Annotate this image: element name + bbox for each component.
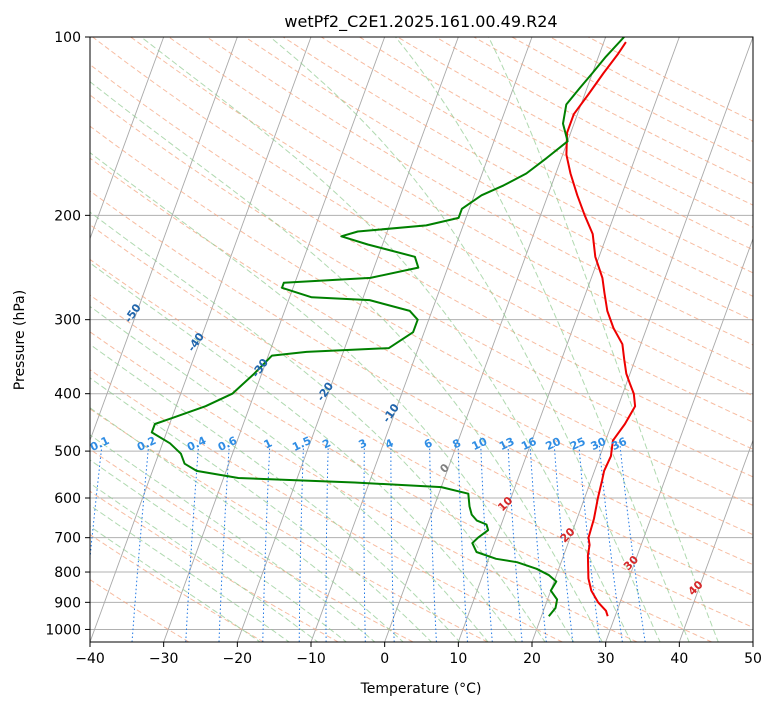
x-tick-label: 30 (597, 651, 615, 667)
x-tick-label: 20 (523, 651, 541, 667)
dry-adiabat (90, 224, 753, 597)
mixing-ratio-line (131, 445, 150, 642)
dry-adiabat (92, 37, 753, 423)
mixing-ratio-line (598, 445, 623, 642)
mixing-ratio-line (185, 445, 199, 642)
moist-adiabat (90, 152, 575, 642)
mixing-ratio-line (529, 445, 547, 642)
plot-frame (89, 36, 754, 643)
y-tick-label: 400 (54, 387, 81, 403)
mixing-ratio-line (90, 445, 103, 563)
dry-adiabat (90, 448, 414, 642)
dry-adiabat (90, 258, 753, 628)
mixing-ratio-label: 20 (544, 435, 564, 453)
moist-adiabat (90, 343, 461, 642)
dry-adiabat (90, 369, 563, 642)
moist-adiabat (394, 37, 690, 642)
mixing-ratio-line (578, 445, 601, 642)
mixing-ratio-label: 25 (568, 435, 587, 453)
mixing-ratio-line (363, 445, 366, 642)
isotherm (90, 37, 165, 240)
moist-adiabat (90, 407, 404, 642)
x-tick-label: 10 (449, 651, 467, 667)
dry-adiabat (90, 94, 753, 478)
isotherm (605, 237, 753, 642)
moist-adiabat (90, 482, 319, 642)
mixing-ratio-label: 36 (609, 435, 629, 453)
moist-adiabat (269, 37, 661, 642)
x-tick-label: 40 (670, 651, 688, 667)
y-tick-label: 300 (54, 313, 81, 329)
moist-adiabat (90, 504, 290, 642)
mixing-ratio-line (429, 445, 437, 642)
dry-adiabat (130, 37, 753, 397)
chart-title: wetPf2_C2E1.2025.161.00.49.R24 (284, 12, 557, 32)
mixing-ratio-label: 16 (519, 435, 539, 453)
y-tick-label: 900 (54, 595, 81, 611)
x-axis-title: Temperature (°C) (360, 681, 482, 697)
moist-adiabat (488, 37, 719, 642)
mixing-ratio-line (480, 445, 493, 642)
mixing-ratio-line (390, 445, 395, 642)
y-tick-label: 100 (54, 30, 81, 46)
y-tick-label: 200 (54, 208, 81, 224)
x-tick-label: −30 (149, 651, 179, 667)
mixing-ratio-line (553, 445, 574, 642)
dry-adiabat (90, 408, 488, 642)
y-tick-label: 1000 (45, 622, 81, 638)
x-tick-label: −10 (296, 651, 326, 667)
temperature-profile-line (565, 41, 637, 617)
isotherm (457, 37, 680, 642)
isotherm (236, 37, 459, 642)
x-tick-label: −40 (75, 651, 105, 667)
moist-adiabat (90, 459, 348, 642)
mixing-ratio-line (457, 445, 468, 642)
moist-adiabat (140, 37, 632, 642)
isotherm (384, 37, 607, 642)
y-tick-label: 800 (54, 565, 81, 581)
dry-adiabat (90, 125, 753, 506)
dry-adiabat (282, 37, 753, 297)
y-axis-title: Pressure (hPa) (12, 290, 28, 390)
mixing-ratio-line (262, 445, 271, 642)
isotherm (531, 37, 753, 642)
x-tick-label: 50 (744, 651, 762, 667)
mixing-ratio-label: 13 (497, 435, 516, 453)
series-layer (150, 37, 637, 617)
mixing-ratio-line (325, 445, 329, 642)
y-tick-label: 600 (54, 491, 81, 507)
isotherm (90, 37, 238, 442)
mixing-ratio-line (218, 445, 230, 642)
dry-adiabat (90, 534, 264, 642)
x-tick-label: −20 (223, 651, 253, 667)
moist-adiabat (90, 305, 489, 642)
x-tick-label: 0 (380, 651, 389, 667)
dry-adiabat (90, 64, 753, 450)
dry-adiabat (90, 294, 712, 642)
moist-adiabat (90, 434, 376, 642)
mixing-ratio-line (298, 445, 304, 642)
isotherm (163, 37, 386, 642)
y-tick-label: 500 (54, 444, 81, 460)
moist-adiabat (90, 262, 518, 642)
isotherm (678, 439, 753, 642)
dry-adiabat (90, 190, 753, 566)
moist-adiabat (90, 81, 603, 642)
mixing-ratio-label: 30 (589, 435, 609, 453)
isotherm (90, 37, 312, 642)
dry-adiabat (90, 157, 753, 536)
axis-ticks: −40 −30 −20 −10 0 10 20 30 40 50 100 200 300 400 500 60… (45, 30, 762, 667)
dewpoint-profile-line (150, 37, 625, 617)
mixing-ratio-line (619, 445, 646, 642)
y-tick-label: 700 (54, 531, 81, 547)
mixing-ratio-label: 10 (470, 435, 490, 453)
